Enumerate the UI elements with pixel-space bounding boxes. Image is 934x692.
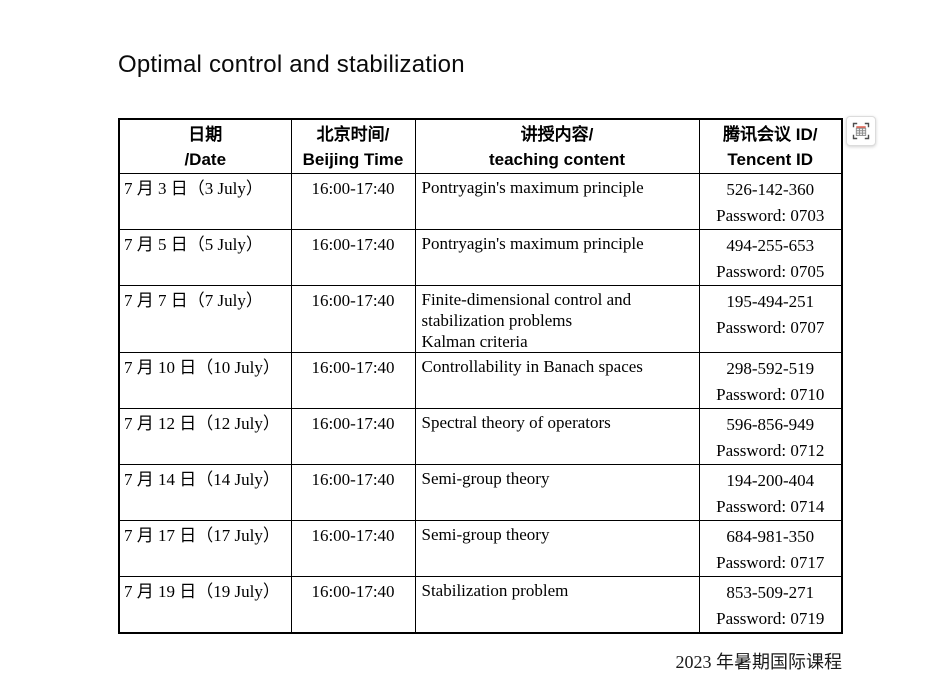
meeting-password: Password: 0712 bbox=[716, 440, 825, 460]
table-select-icon bbox=[852, 122, 870, 140]
header-time: 北京时间/ Beijing Time bbox=[290, 118, 416, 174]
time-cell: 16:00-17:40 bbox=[290, 575, 416, 633]
content-cell: Semi-group theory bbox=[414, 463, 700, 521]
header-id-zh: 腾讯会议 ID/ bbox=[723, 125, 818, 144]
meeting-password: Password: 0714 bbox=[716, 496, 825, 516]
meeting-id: 494-255-653 bbox=[726, 235, 815, 255]
date-cell: 7 月 14 日（14 July） bbox=[118, 463, 292, 521]
meeting-password: Password: 0717 bbox=[716, 552, 825, 572]
meeting-id: 195-494-251 bbox=[726, 291, 815, 311]
time-cell: 16:00-17:40 bbox=[290, 284, 416, 353]
date-cell: 7 月 7 日（7 July） bbox=[118, 284, 292, 353]
content-cell: Spectral theory of operators bbox=[414, 407, 700, 465]
meeting-password: Password: 0703 bbox=[716, 205, 825, 225]
date-cell: 7 月 12 日（12 July） bbox=[118, 407, 292, 465]
date-cell: 7 月 3 日（3 July） bbox=[118, 172, 292, 230]
table-row: 7 月 12 日（12 July） 16:00-17:40 Spectral t… bbox=[118, 407, 843, 465]
date-cell: 7 月 10 日（10 July） bbox=[118, 351, 292, 409]
header-id: 腾讯会议 ID/ Tencent ID bbox=[698, 118, 843, 174]
header-date: 日期 /Date bbox=[118, 118, 292, 174]
course-schedule-table: 日期 /Date 北京时间/ Beijing Time 讲授内容/ teachi… bbox=[118, 118, 843, 634]
content-cell: Controllability in Banach spaces bbox=[414, 351, 700, 409]
time-cell: 16:00-17:40 bbox=[290, 463, 416, 521]
meeting-id-cell: 596-856-949 Password: 0712 bbox=[698, 407, 843, 465]
meeting-password: Password: 0710 bbox=[716, 384, 825, 404]
meeting-id-cell: 684-981-350 Password: 0717 bbox=[698, 519, 843, 577]
header-content-en: teaching content bbox=[488, 150, 625, 169]
page-title: Optimal control and stabilization bbox=[118, 51, 465, 78]
table-select-button[interactable] bbox=[846, 116, 876, 146]
table-row: 7 月 19 日（19 July） 16:00-17:40 Stabilizat… bbox=[118, 575, 843, 633]
meeting-id-cell: 195-494-251 Password: 0707 bbox=[698, 284, 843, 353]
table-row: 7 月 7 日（7 July） 16:00-17:40 Finite-dimen… bbox=[118, 284, 843, 353]
meeting-password: Password: 0707 bbox=[716, 317, 825, 337]
meeting-id: 853-509-271 bbox=[726, 582, 815, 602]
meeting-id: 684-981-350 bbox=[726, 526, 815, 546]
header-content-zh: 讲授内容/ bbox=[520, 125, 594, 144]
meeting-password: Password: 0705 bbox=[716, 261, 825, 281]
table-row: 7 月 5 日（5 July） 16:00-17:40 Pontryagin's… bbox=[118, 228, 843, 286]
time-cell: 16:00-17:40 bbox=[290, 407, 416, 465]
content-cell: Finite-dimensional control and stabiliza… bbox=[414, 284, 700, 353]
meeting-id: 194-200-404 bbox=[726, 470, 815, 490]
time-cell: 16:00-17:40 bbox=[290, 351, 416, 409]
table-row: 7 月 10 日（10 July） 16:00-17:40 Controllab… bbox=[118, 351, 843, 409]
meeting-id-cell: 526-142-360 Password: 0703 bbox=[698, 172, 843, 230]
table-row: 7 月 17 日（17 July） 16:00-17:40 Semi-group… bbox=[118, 519, 843, 577]
meeting-id: 298-592-519 bbox=[726, 358, 815, 378]
meeting-id-cell: 298-592-519 Password: 0710 bbox=[698, 351, 843, 409]
table-row: 7 月 3 日（3 July） 16:00-17:40 Pontryagin's… bbox=[118, 172, 843, 230]
header-content: 讲授内容/ teaching content bbox=[414, 118, 700, 174]
time-cell: 16:00-17:40 bbox=[290, 228, 416, 286]
time-cell: 16:00-17:40 bbox=[290, 172, 416, 230]
content-cell: Pontryagin's maximum principle bbox=[414, 228, 700, 286]
content-cell: Pontryagin's maximum principle bbox=[414, 172, 700, 230]
meeting-password: Password: 0719 bbox=[716, 608, 825, 628]
date-cell: 7 月 5 日（5 July） bbox=[118, 228, 292, 286]
meeting-id-cell: 194-200-404 Password: 0714 bbox=[698, 463, 843, 521]
header-id-en: Tencent ID bbox=[727, 150, 814, 169]
header-date-zh: 日期 bbox=[188, 125, 223, 144]
table-row: 7 月 14 日（14 July） 16:00-17:40 Semi-group… bbox=[118, 463, 843, 521]
date-cell: 7 月 19 日（19 July） bbox=[118, 575, 292, 633]
time-cell: 16:00-17:40 bbox=[290, 519, 416, 577]
header-date-en: /Date bbox=[184, 150, 227, 169]
content-cell: Stabilization problem bbox=[414, 575, 700, 633]
table-header-row: 日期 /Date 北京时间/ Beijing Time 讲授内容/ teachi… bbox=[118, 118, 843, 174]
header-time-en: Beijing Time bbox=[302, 150, 404, 169]
date-cell: 7 月 17 日（17 July） bbox=[118, 519, 292, 577]
footer-course-label: 2023 年暑期国际课程 bbox=[675, 652, 843, 672]
meeting-id: 596-856-949 bbox=[726, 414, 815, 434]
meeting-id-cell: 853-509-271 Password: 0719 bbox=[698, 575, 843, 633]
header-time-zh: 北京时间/ bbox=[316, 125, 390, 144]
meeting-id-cell: 494-255-653 Password: 0705 bbox=[698, 228, 843, 286]
meeting-id: 526-142-360 bbox=[726, 179, 815, 199]
content-cell: Semi-group theory bbox=[414, 519, 700, 577]
